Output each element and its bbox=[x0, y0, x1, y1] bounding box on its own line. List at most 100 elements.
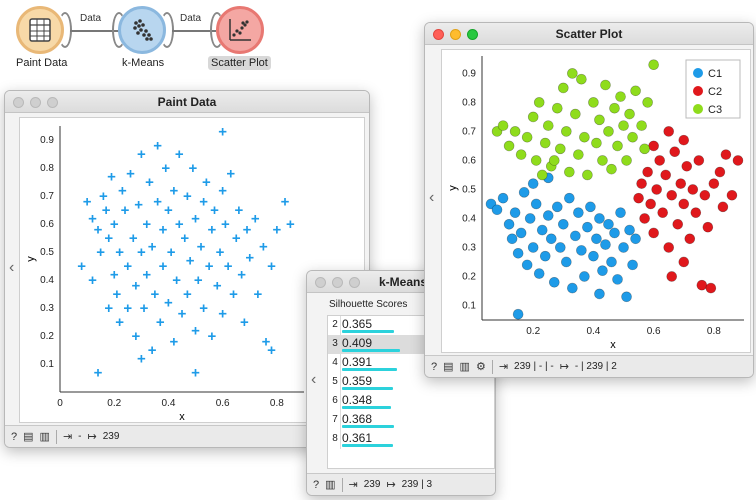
cluster-count: 8 bbox=[332, 433, 338, 444]
data-point-c3 bbox=[533, 97, 545, 108]
visual-settings-icon[interactable]: ⚙ bbox=[475, 361, 486, 373]
x-tick-label: 0.6 bbox=[647, 326, 661, 337]
minimize-button[interactable] bbox=[450, 29, 461, 40]
data-point: + bbox=[191, 364, 200, 381]
data-point-c2 bbox=[663, 242, 675, 253]
zoom-button[interactable] bbox=[47, 97, 58, 108]
link-label-2: Data bbox=[180, 13, 202, 24]
data-point: + bbox=[115, 314, 124, 331]
report-icon[interactable]: ▥ bbox=[39, 431, 50, 443]
data-point-c2 bbox=[675, 178, 687, 189]
silhouette-row[interactable]: 5 0.359 bbox=[328, 373, 494, 392]
data-point: + bbox=[137, 146, 146, 163]
silhouette-row[interactable]: 2 0.365 bbox=[328, 316, 494, 335]
data-point: + bbox=[148, 238, 157, 255]
cluster-count: 4 bbox=[332, 357, 338, 368]
y-tick-label: 0.3 bbox=[462, 242, 476, 253]
data-point-c3 bbox=[530, 155, 542, 166]
data-point-c1 bbox=[576, 245, 587, 256]
data-point: + bbox=[199, 300, 208, 317]
data-point-c3 bbox=[573, 149, 584, 160]
data-point: + bbox=[140, 300, 149, 317]
data-point: + bbox=[237, 266, 246, 283]
paint-data-node[interactable] bbox=[16, 6, 64, 54]
data-point: + bbox=[183, 188, 192, 205]
data-point: + bbox=[245, 250, 254, 267]
legend-entry: C2 bbox=[708, 86, 722, 98]
data-point-c1 bbox=[536, 224, 548, 236]
data-point: + bbox=[156, 314, 165, 331]
help-icon[interactable]: ? bbox=[313, 478, 320, 491]
scatter-plot-node[interactable] bbox=[216, 6, 264, 54]
close-button[interactable] bbox=[433, 29, 444, 40]
data-point: + bbox=[94, 364, 103, 381]
data-point-c2 bbox=[726, 189, 738, 201]
kmeans-node[interactable] bbox=[118, 6, 166, 54]
data-point-c2 bbox=[708, 178, 720, 189]
scatter-plot-area[interactable]: 0.2 0.4 0.6 0.8 0.1 0.2 0.3 0.4 0.5 0.6 0.7 0.8 0.9 x… bbox=[441, 49, 751, 353]
close-button[interactable] bbox=[315, 277, 326, 288]
data-point-c3 bbox=[564, 166, 575, 178]
data-point: + bbox=[229, 286, 238, 303]
data-point-c1 bbox=[491, 204, 503, 216]
x-tick-label: 0.8 bbox=[707, 326, 721, 337]
data-point-c2 bbox=[648, 140, 659, 152]
legend: C1 C2 C3 bbox=[685, 59, 741, 119]
chevron-left-icon[interactable]: ‹ bbox=[311, 371, 317, 388]
data-point-c2 bbox=[639, 213, 650, 224]
data-point: + bbox=[240, 314, 249, 331]
report-icon[interactable]: ▥ bbox=[459, 361, 470, 373]
legend-entry: C3 bbox=[708, 104, 722, 116]
data-point-c1 bbox=[506, 233, 518, 245]
scatter-chart[interactable]: 0.2 0.4 0.6 0.8 0.1 0.2 0.3 0.4 0.5 0.6 0.7 0.8 0.9 x… bbox=[442, 50, 750, 352]
data-point: + bbox=[137, 244, 146, 261]
data-point-c1 bbox=[564, 192, 575, 204]
minimize-button[interactable] bbox=[30, 97, 41, 108]
save-icon[interactable]: ▤ bbox=[443, 361, 454, 373]
data-point: + bbox=[202, 174, 211, 191]
data-point-c2 bbox=[672, 218, 684, 230]
data-point-c3 bbox=[591, 137, 602, 149]
help-icon[interactable]: ? bbox=[11, 430, 18, 443]
paint-data-chart[interactable]: 0 0.2 0.4 0.6 0.8 0.1 0.2 0.3 0.4 0.5 0.6 0.7 0.8 0.9… bbox=[20, 118, 364, 423]
data-point-c1 bbox=[600, 239, 611, 250]
close-button[interactable] bbox=[13, 97, 24, 108]
data-point: + bbox=[102, 202, 111, 219]
silhouette-row[interactable]: 6 0.348 bbox=[328, 392, 494, 411]
divider bbox=[55, 429, 57, 444]
data-point: + bbox=[243, 222, 252, 239]
chevron-left-icon[interactable]: ‹ bbox=[429, 189, 435, 206]
silhouette-row[interactable]: 8 0.361 bbox=[328, 430, 494, 449]
chevron-left-icon[interactable]: ‹ bbox=[9, 259, 15, 276]
data-point: + bbox=[164, 294, 173, 311]
data-point-c3 bbox=[539, 137, 551, 149]
data-point-c3 bbox=[624, 108, 635, 120]
data-point-c1 bbox=[545, 233, 557, 245]
data-point: + bbox=[96, 244, 105, 261]
data-point-c2 bbox=[636, 178, 647, 189]
link-kmeans-scatter[interactable] bbox=[172, 30, 216, 32]
link-paint-kmeans[interactable] bbox=[70, 30, 120, 32]
data-point-c3 bbox=[627, 131, 638, 143]
minimize-button[interactable] bbox=[332, 277, 343, 288]
data-point-c3 bbox=[579, 131, 590, 143]
zoom-button[interactable] bbox=[349, 277, 360, 288]
silhouette-bar bbox=[342, 387, 393, 390]
silhouette-row[interactable]: 7 0.368 bbox=[328, 411, 494, 430]
data-point-c2 bbox=[663, 126, 675, 137]
data-point: + bbox=[118, 182, 127, 199]
data-point-c3 bbox=[548, 155, 560, 166]
data-point: + bbox=[205, 258, 214, 275]
report-icon[interactable]: ▥ bbox=[325, 479, 336, 491]
data-point-c3 bbox=[576, 73, 587, 85]
zoom-button[interactable] bbox=[467, 29, 478, 40]
help-icon[interactable]: ? bbox=[431, 360, 438, 373]
data-point-c2 bbox=[720, 149, 732, 160]
data-point: + bbox=[186, 252, 195, 269]
silhouette-row[interactable]: 4 0.391 bbox=[328, 354, 494, 373]
y-tick-label: 0.6 bbox=[462, 155, 476, 166]
window-title: Scatter Plot bbox=[555, 27, 623, 41]
data-point: + bbox=[104, 230, 113, 247]
x-tick-label: 0 bbox=[57, 398, 63, 409]
save-icon[interactable]: ▤ bbox=[23, 431, 34, 443]
